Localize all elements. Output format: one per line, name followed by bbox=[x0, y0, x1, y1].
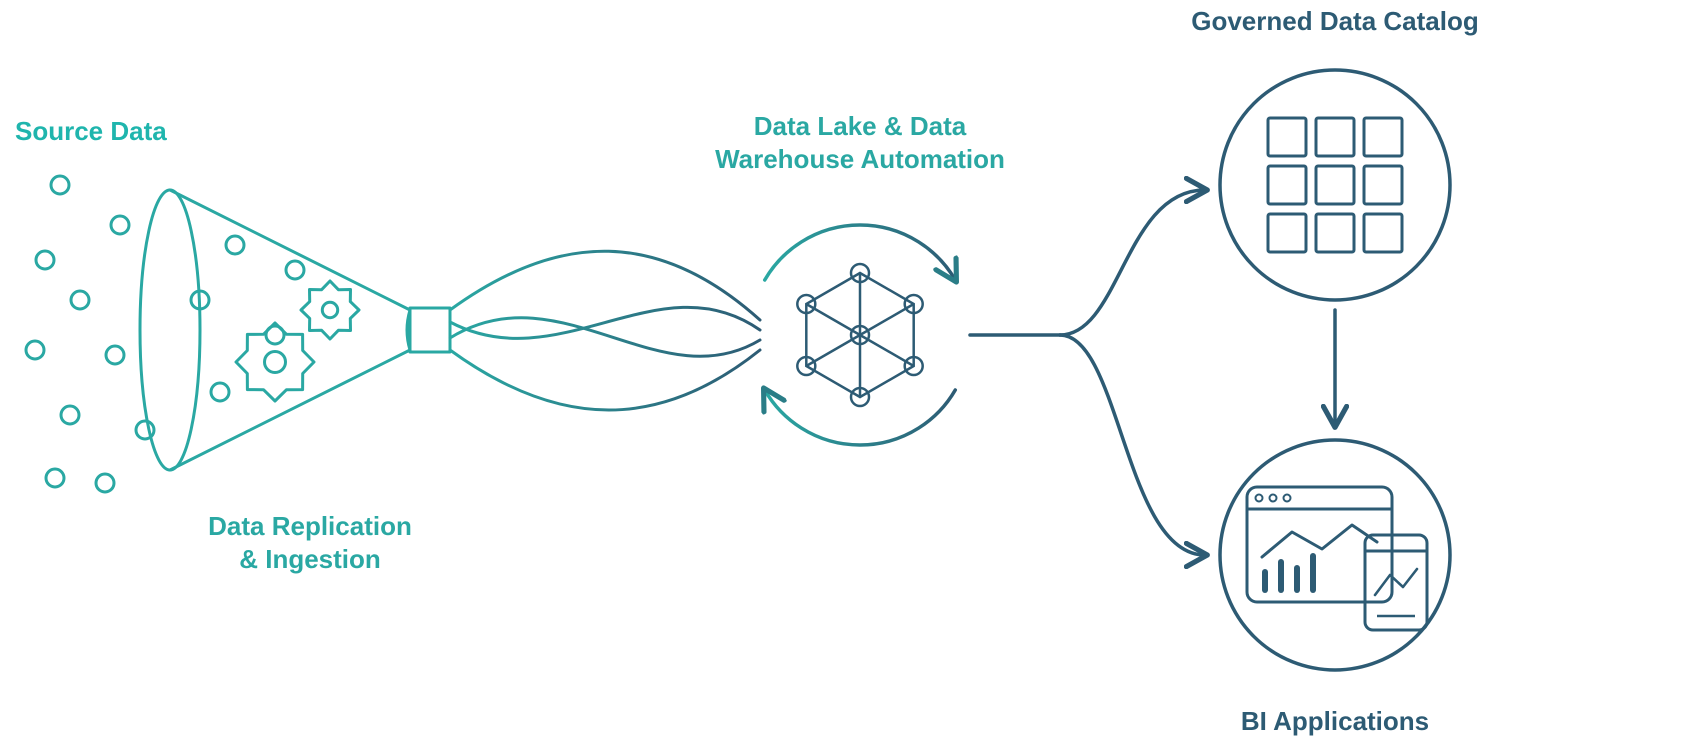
warehouse-node bbox=[765, 225, 956, 445]
data-streams bbox=[450, 251, 760, 410]
bi-node bbox=[1220, 440, 1450, 670]
funnel-icon bbox=[140, 190, 450, 470]
replication-label: Data Replication & Ingestion bbox=[180, 510, 440, 575]
gears-icon bbox=[236, 281, 359, 401]
source-data-dots bbox=[26, 176, 154, 492]
catalog-label: Governed Data Catalog bbox=[1170, 5, 1500, 38]
warehouse-label: Data Lake & Data Warehouse Automation bbox=[700, 110, 1020, 175]
bi-applications-label: BI Applications bbox=[1170, 705, 1500, 738]
diagram-stage: Source Data Data Replication & Ingestion… bbox=[0, 0, 1706, 750]
split-arrows bbox=[970, 190, 1205, 555]
source-data-label: Source Data bbox=[15, 115, 167, 148]
catalog-node bbox=[1220, 70, 1450, 300]
